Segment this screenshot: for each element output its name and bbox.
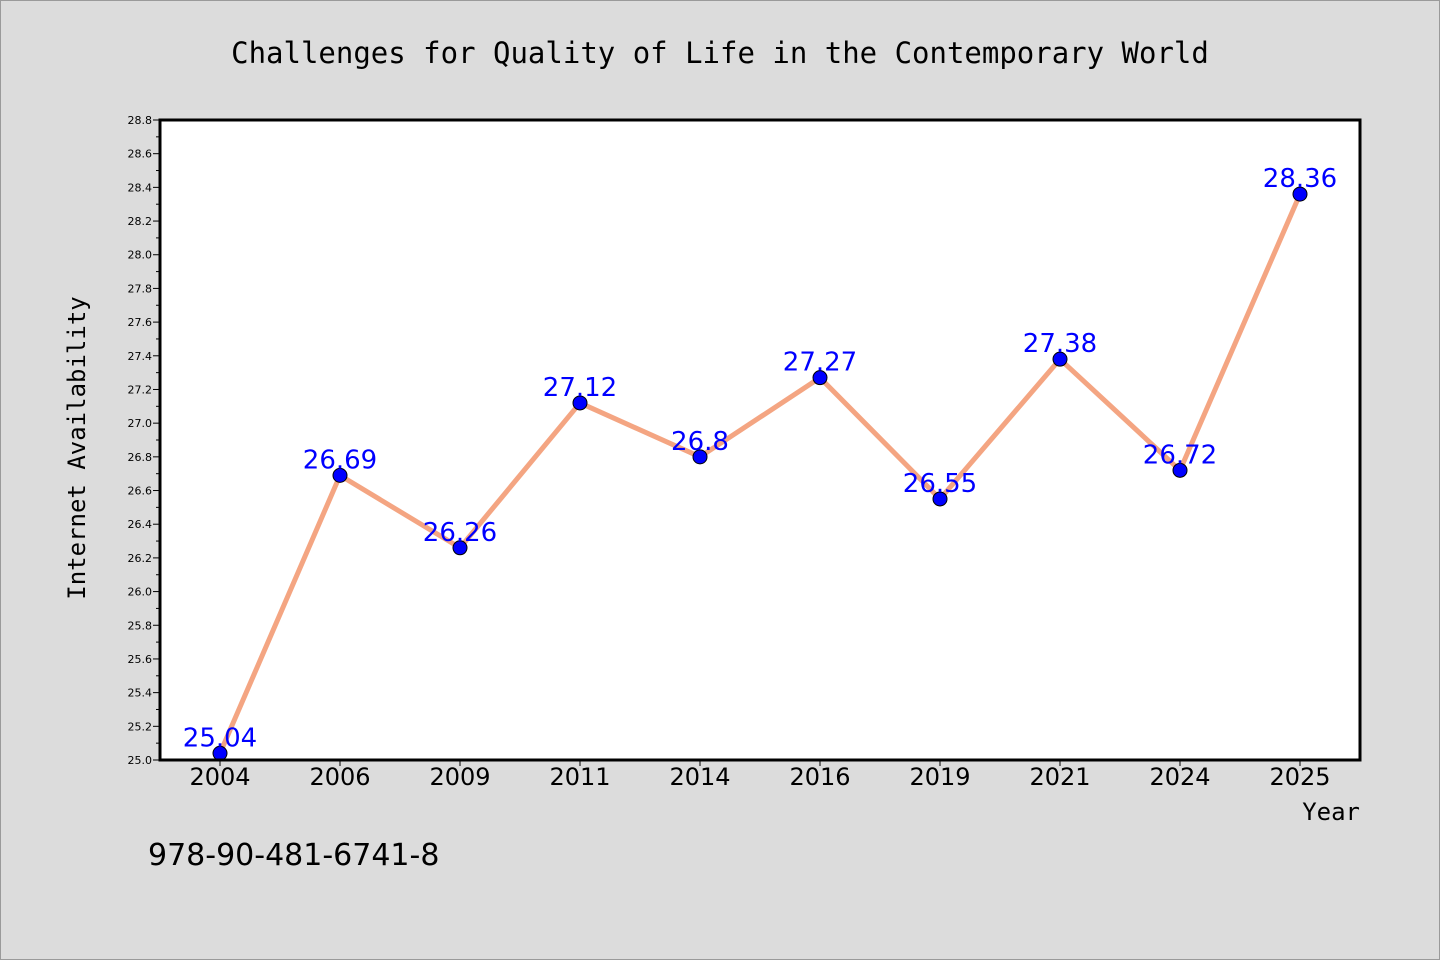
data-label: 26.26 (423, 518, 497, 548)
y-tick-label: 25.8 (128, 619, 153, 632)
data-label: 26.69 (303, 445, 377, 475)
y-tick-label: 28.0 (128, 249, 153, 262)
y-tick-label: 26.4 (128, 518, 153, 531)
x-tick-label: 2025 (1269, 763, 1330, 791)
y-tick-label: 25.2 (128, 720, 153, 733)
data-point (692, 449, 708, 465)
data-point (812, 370, 828, 386)
y-tick-label: 28.6 (128, 148, 153, 161)
series-group: 25.04 26.69 26.26 27.12 26.8 27.27 26.55 27.38 2… (183, 164, 1337, 761)
y-tick-label: 25.6 (128, 653, 153, 666)
data-point (332, 467, 348, 483)
y-tick-label: 26.6 (128, 485, 153, 498)
data-point (572, 395, 588, 411)
x-tick-label: 2006 (309, 763, 370, 791)
y-tick-label: 28.4 (128, 181, 153, 194)
data-label: 25.04 (183, 723, 257, 753)
y-tick-label: 26.0 (128, 586, 153, 599)
data-label: 26.8 (671, 427, 729, 457)
y-axis-label: Internet Availability (63, 296, 91, 599)
x-tick-label: 2014 (669, 763, 730, 791)
data-label: 26.72 (1143, 440, 1217, 470)
y-tick-label: 28.8 (128, 114, 153, 127)
y-tick-label: 26.2 (128, 552, 153, 565)
data-point (1052, 351, 1068, 367)
data-point (1292, 186, 1308, 202)
chart-title: Challenges for Quality of Life in the Co… (231, 36, 1209, 70)
y-tick-label: 25.0 (128, 754, 153, 767)
data-label: 28.36 (1263, 164, 1337, 194)
data-label: 26.55 (903, 469, 977, 499)
y-tick-label: 27.8 (128, 282, 153, 295)
x-tick-label: 2021 (1029, 763, 1090, 791)
x-tick-label: 2004 (189, 763, 250, 791)
x-tick-label: 2011 (549, 763, 610, 791)
y-tick-label: 27.0 (128, 417, 153, 430)
y-tick-label: 27.4 (128, 350, 153, 363)
y-tick-label: 26.8 (128, 451, 153, 464)
series-line (217, 191, 1303, 756)
x-tick-label: 2019 (909, 763, 970, 791)
plot-frame (158, 118, 1362, 762)
data-point (452, 540, 468, 556)
data-label: 27.27 (783, 348, 857, 378)
y-tick-label: 25.4 (128, 687, 153, 700)
data-point (1172, 462, 1188, 478)
x-axis-label: Year (1302, 798, 1360, 826)
y-tick-label: 27.6 (128, 316, 153, 329)
isbn-text: 978-90-481-6741-8 (148, 838, 439, 873)
y-tick-label: 28.2 (128, 215, 153, 228)
data-label: 27.38 (1023, 329, 1097, 359)
data-label: 27.12 (543, 373, 617, 403)
plot-area (160, 120, 1360, 760)
data-point (932, 491, 948, 507)
x-tick-label: 2024 (1149, 763, 1210, 791)
y-tick-label: 27.2 (128, 383, 153, 396)
x-tick-label: 2009 (429, 763, 490, 791)
x-tick-label: 2016 (789, 763, 850, 791)
x-axis-ticks: 2004 2006 2009 2011 2014 2016 2019 2021 2024 2025 (189, 760, 1331, 791)
